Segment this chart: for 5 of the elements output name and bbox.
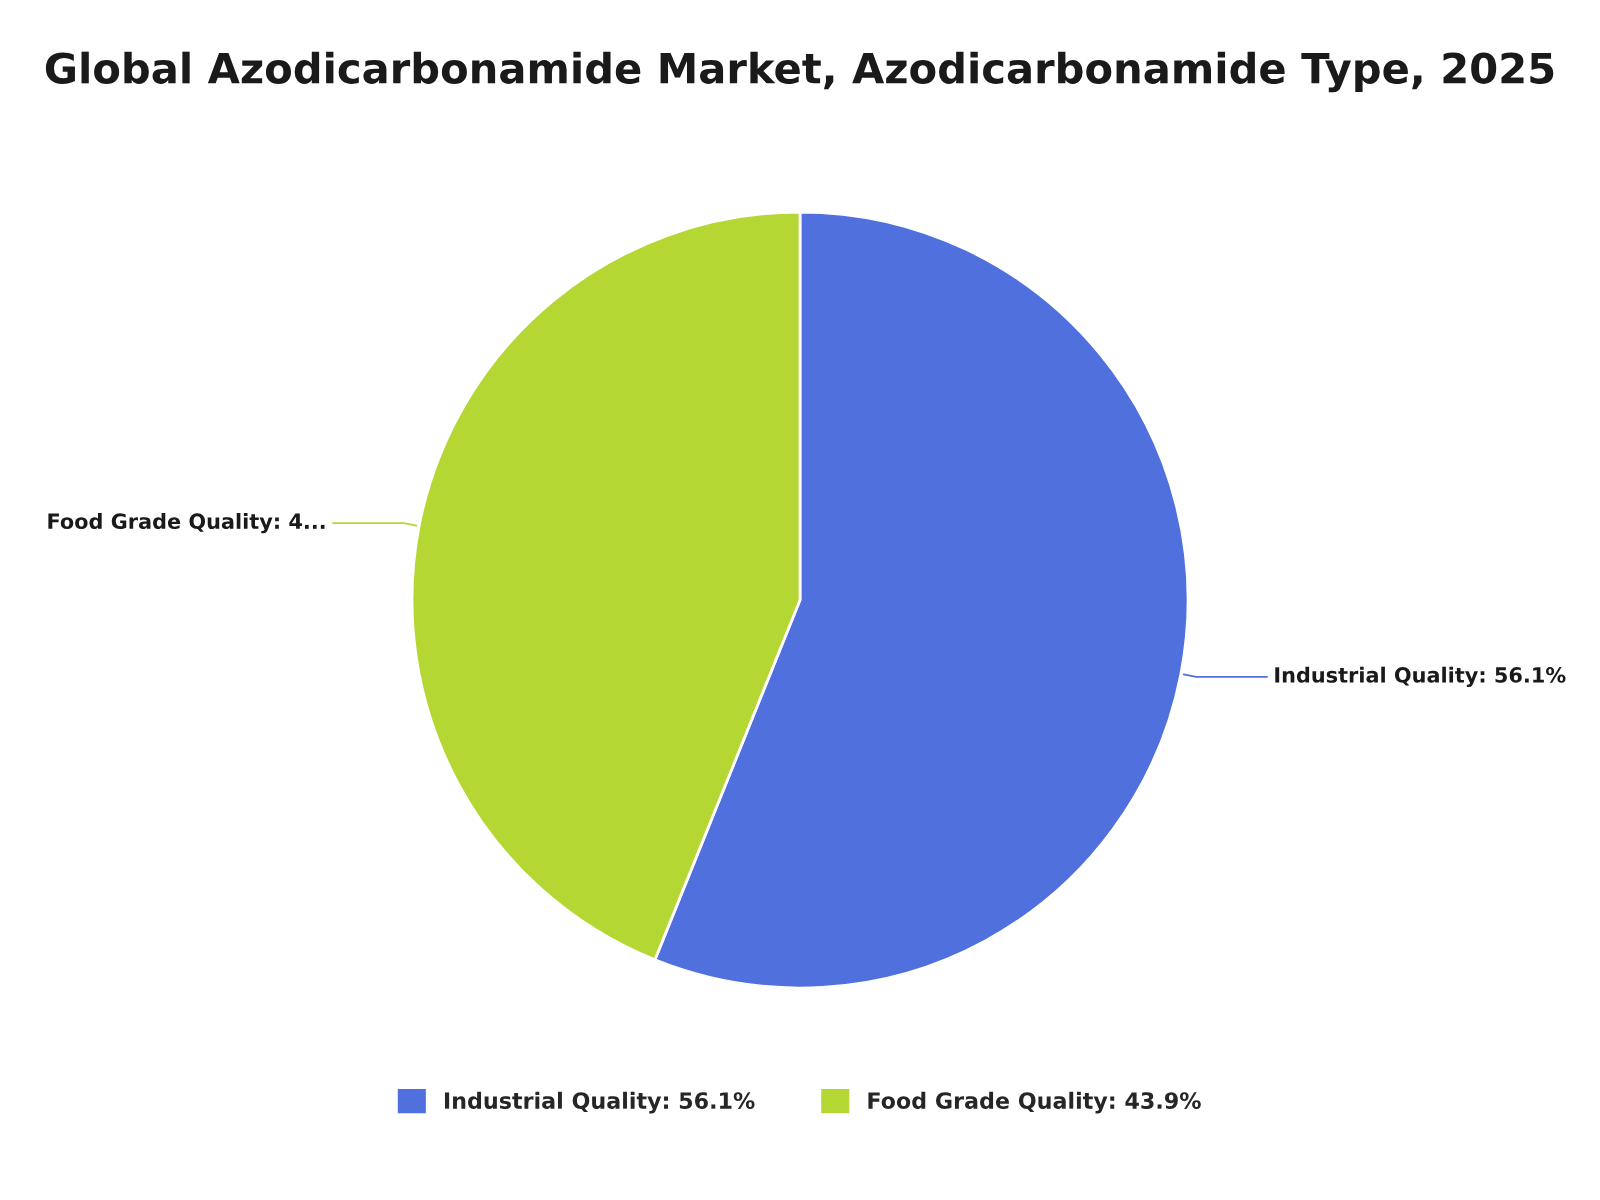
data-label: Food Grade Quality: 4... [48,512,325,534]
legend-label: Food Grade Quality: 43.9% [868,1091,1201,1114]
legend-label: Industrial Quality: 56.1% [444,1091,755,1114]
chart-title: Global Azodicarbonamide Market, Azodicarbonamide Type, 2025 [45,51,1554,93]
data-label: Industrial Quality: 56.1% [1275,666,1566,688]
